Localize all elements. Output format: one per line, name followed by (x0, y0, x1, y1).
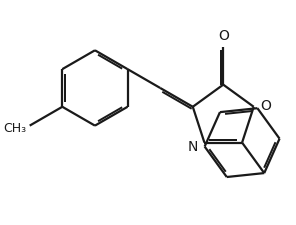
Text: O: O (260, 99, 271, 112)
Text: CH₃: CH₃ (4, 122, 27, 134)
Text: O: O (218, 29, 229, 43)
Text: N: N (187, 139, 198, 153)
